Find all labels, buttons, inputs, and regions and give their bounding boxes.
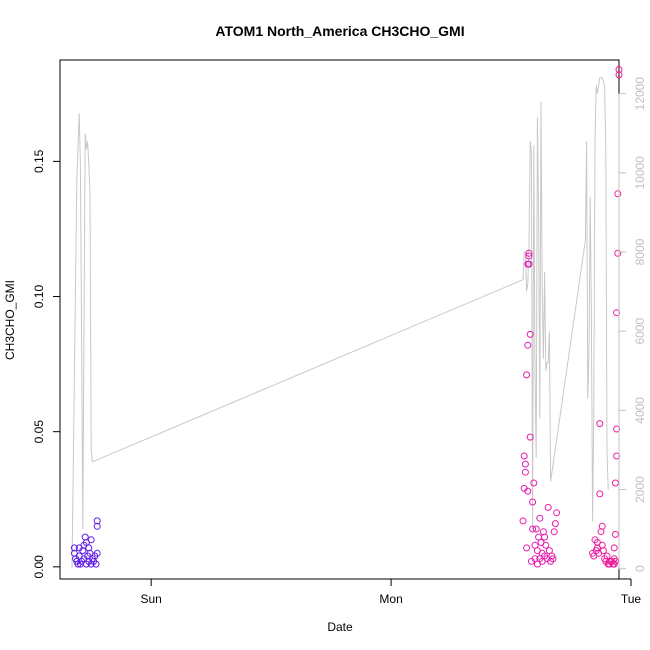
- data-point: [524, 341, 532, 349]
- right-tick-label: 10000: [633, 156, 647, 190]
- data-point: [613, 425, 621, 433]
- data-point: [536, 514, 544, 522]
- right-tick-label: 0: [633, 565, 647, 572]
- data-point: [596, 420, 604, 428]
- x-axis: Sun Mon Tue: [140, 578, 642, 606]
- altitude-line: [71, 77, 609, 569]
- right-axis: 0 2000 4000 6000 8000 10000 12000: [618, 77, 647, 572]
- data-point: [525, 252, 533, 260]
- data-point: [93, 549, 101, 557]
- data-point: [610, 560, 618, 568]
- x-tick-label: Sun: [140, 592, 161, 606]
- x-tick-label: Tue: [621, 592, 642, 606]
- data-point: [596, 490, 604, 498]
- data-point: [530, 479, 538, 487]
- data-point: [542, 541, 550, 549]
- data-point: [93, 517, 101, 525]
- right-tick-label: 2000: [633, 476, 647, 503]
- right-tick-label: 8000: [633, 238, 647, 265]
- data-point: [92, 560, 100, 568]
- altitude-layer: [71, 77, 609, 569]
- data-point: [611, 530, 619, 538]
- data-point: [544, 503, 552, 511]
- data-point: [526, 330, 534, 338]
- data-point: [87, 536, 95, 544]
- data-point: [529, 525, 537, 533]
- right-tick-label: 4000: [633, 397, 647, 424]
- data-point: [549, 555, 557, 563]
- y-tick-label: 0.00: [32, 555, 46, 579]
- data-point: [599, 547, 607, 555]
- data-point: [550, 528, 558, 536]
- points-layer: [70, 66, 623, 568]
- data-point: [529, 498, 537, 506]
- data-point: [598, 522, 606, 530]
- data-point: [521, 468, 529, 476]
- right-tick-label: 6000: [633, 318, 647, 345]
- data-point: [611, 479, 619, 487]
- data-point: [614, 249, 622, 257]
- data-point: [523, 544, 531, 552]
- data-point: [93, 522, 101, 530]
- y-tick-label: 0.15: [32, 149, 46, 173]
- data-point: [615, 71, 623, 79]
- x-axis-label: Date: [327, 620, 353, 634]
- data-point: [603, 552, 611, 560]
- y-tick-label: 0.10: [32, 285, 46, 309]
- data-point: [551, 520, 559, 528]
- data-point: [532, 525, 540, 533]
- data-point: [520, 452, 528, 460]
- data-point: [541, 533, 549, 541]
- data-point: [553, 509, 561, 517]
- x-tick-label: Mon: [379, 592, 402, 606]
- data-point: [610, 544, 618, 552]
- data-point: [70, 544, 78, 552]
- data-point: [523, 371, 531, 379]
- data-point: [613, 452, 621, 460]
- data-point: [525, 249, 533, 257]
- data-point: [526, 433, 534, 441]
- y-axis: 0.00 0.05 0.10 0.15: [32, 149, 61, 579]
- right-tick-label: 12000: [633, 77, 647, 111]
- data-point: [519, 517, 527, 525]
- data-point: [615, 66, 623, 73]
- data-point: [525, 260, 533, 268]
- data-point: [614, 190, 622, 198]
- chart-title: ATOM1 North_America CH3CHO_GMI: [215, 23, 464, 39]
- data-point: [521, 460, 529, 468]
- data-point: [613, 309, 621, 317]
- y-tick-label: 0.05: [32, 420, 46, 444]
- y-axis-label: CH3CHO_GMI: [3, 280, 17, 360]
- data-point: [524, 487, 532, 495]
